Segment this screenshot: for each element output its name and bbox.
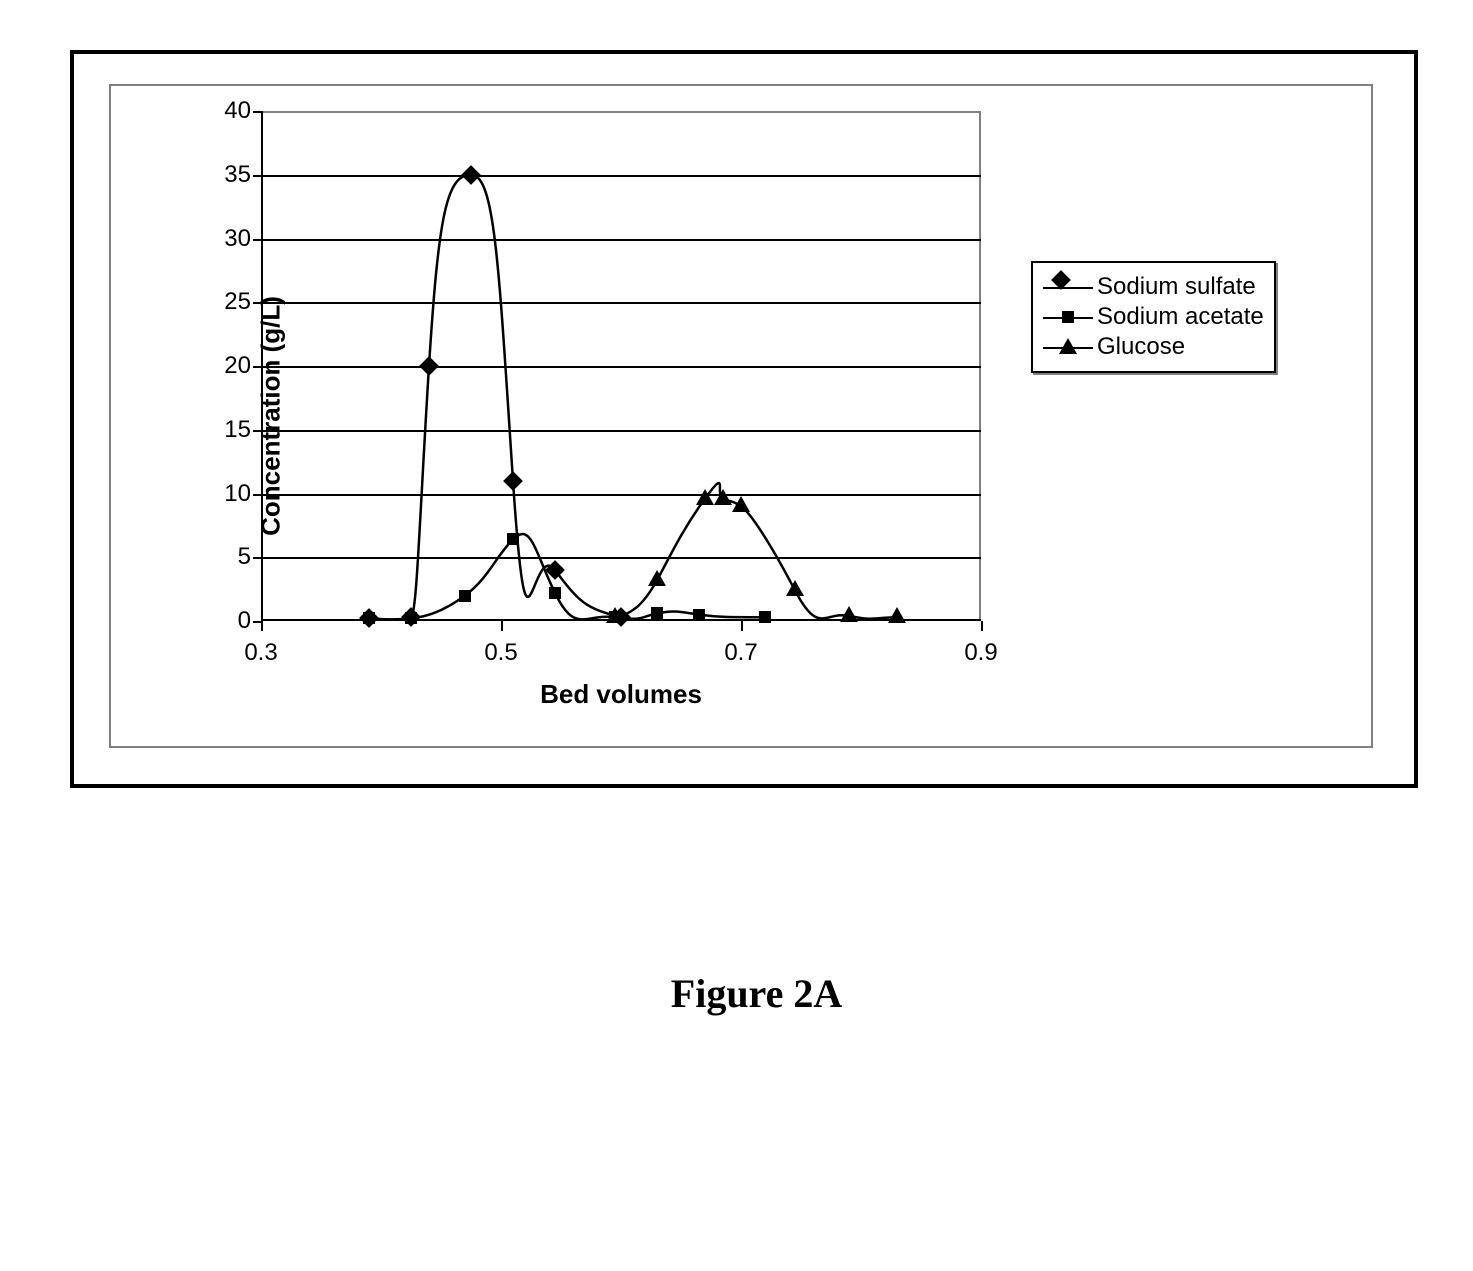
x-tick-mark (261, 621, 263, 631)
y-tick-mark (253, 366, 261, 368)
data-point-triangle-icon (786, 580, 804, 596)
y-tick-label: 10 (224, 480, 251, 508)
legend-label: Sodium acetate (1097, 303, 1264, 331)
y-tick-mark (253, 430, 261, 432)
y-tick-label: 0 (238, 607, 251, 635)
page: Concentration (g/L) 05101520253035400.30… (20, 20, 1473, 1251)
legend-swatch (1043, 337, 1093, 357)
gridline (261, 302, 981, 304)
legend-marker-square-icon (1062, 311, 1074, 323)
legend-line-icon (1043, 287, 1093, 289)
legend-marker-triangle-icon (1059, 338, 1077, 354)
y-tick-label: 15 (224, 416, 251, 444)
data-point-square-icon (651, 607, 663, 619)
y-tick-label: 35 (224, 161, 251, 189)
data-point-triangle-icon (606, 607, 624, 623)
x-tick-label: 0.5 (484, 639, 517, 667)
gridline (261, 494, 981, 496)
data-point-square-icon (363, 612, 375, 624)
x-tick-label: 0.9 (964, 639, 997, 667)
x-tick-label: 0.7 (724, 639, 757, 667)
y-tick-mark (253, 494, 261, 496)
data-point-square-icon (759, 611, 771, 623)
legend-item: Glucose (1043, 333, 1264, 361)
chart-frame: Concentration (g/L) 05101520253035400.30… (109, 84, 1373, 748)
outer-frame: Concentration (g/L) 05101520253035400.30… (70, 50, 1418, 788)
y-tick-label: 40 (224, 97, 251, 125)
figure-caption: Figure 2A (671, 970, 842, 1017)
y-tick-mark (253, 239, 261, 241)
plot-area: 05101520253035400.30.50.70.9 (261, 111, 981, 621)
x-tick-mark (741, 621, 743, 631)
gridline (261, 557, 981, 559)
series-line (369, 175, 621, 620)
y-tick-label: 5 (238, 543, 251, 571)
data-point-triangle-icon (696, 489, 714, 505)
x-tick-mark (501, 621, 503, 631)
data-point-triangle-icon (648, 570, 666, 586)
y-tick-mark (253, 621, 261, 623)
legend: Sodium sulfateSodium acetateGlucose (1031, 261, 1276, 373)
data-point-square-icon (693, 609, 705, 621)
series-line (615, 483, 897, 619)
legend-swatch (1043, 277, 1093, 297)
gridline (261, 366, 981, 368)
y-tick-mark (253, 175, 261, 177)
x-tick-mark (981, 621, 983, 631)
gridline (261, 175, 981, 177)
data-point-triangle-icon (888, 607, 906, 623)
data-point-triangle-icon (714, 489, 732, 505)
legend-label: Glucose (1097, 333, 1185, 361)
data-point-triangle-icon (840, 606, 858, 622)
data-point-triangle-icon (732, 496, 750, 512)
data-point-square-icon (405, 612, 417, 624)
series-line (369, 534, 765, 619)
y-tick-label: 20 (224, 352, 251, 380)
x-axis-label: Bed volumes (540, 679, 702, 710)
y-tick-label: 30 (224, 225, 251, 253)
y-tick-label: 25 (224, 288, 251, 316)
legend-item: Sodium sulfate (1043, 273, 1264, 301)
legend-label: Sodium sulfate (1097, 273, 1256, 301)
y-tick-mark (253, 557, 261, 559)
legend-item: Sodium acetate (1043, 303, 1264, 331)
data-point-square-icon (459, 590, 471, 602)
x-tick-label: 0.3 (244, 639, 277, 667)
legend-swatch (1043, 307, 1093, 327)
y-tick-mark (253, 111, 261, 113)
gridline (261, 430, 981, 432)
gridline (261, 239, 981, 241)
data-point-square-icon (549, 587, 561, 599)
data-point-square-icon (507, 533, 519, 545)
y-tick-mark (253, 302, 261, 304)
